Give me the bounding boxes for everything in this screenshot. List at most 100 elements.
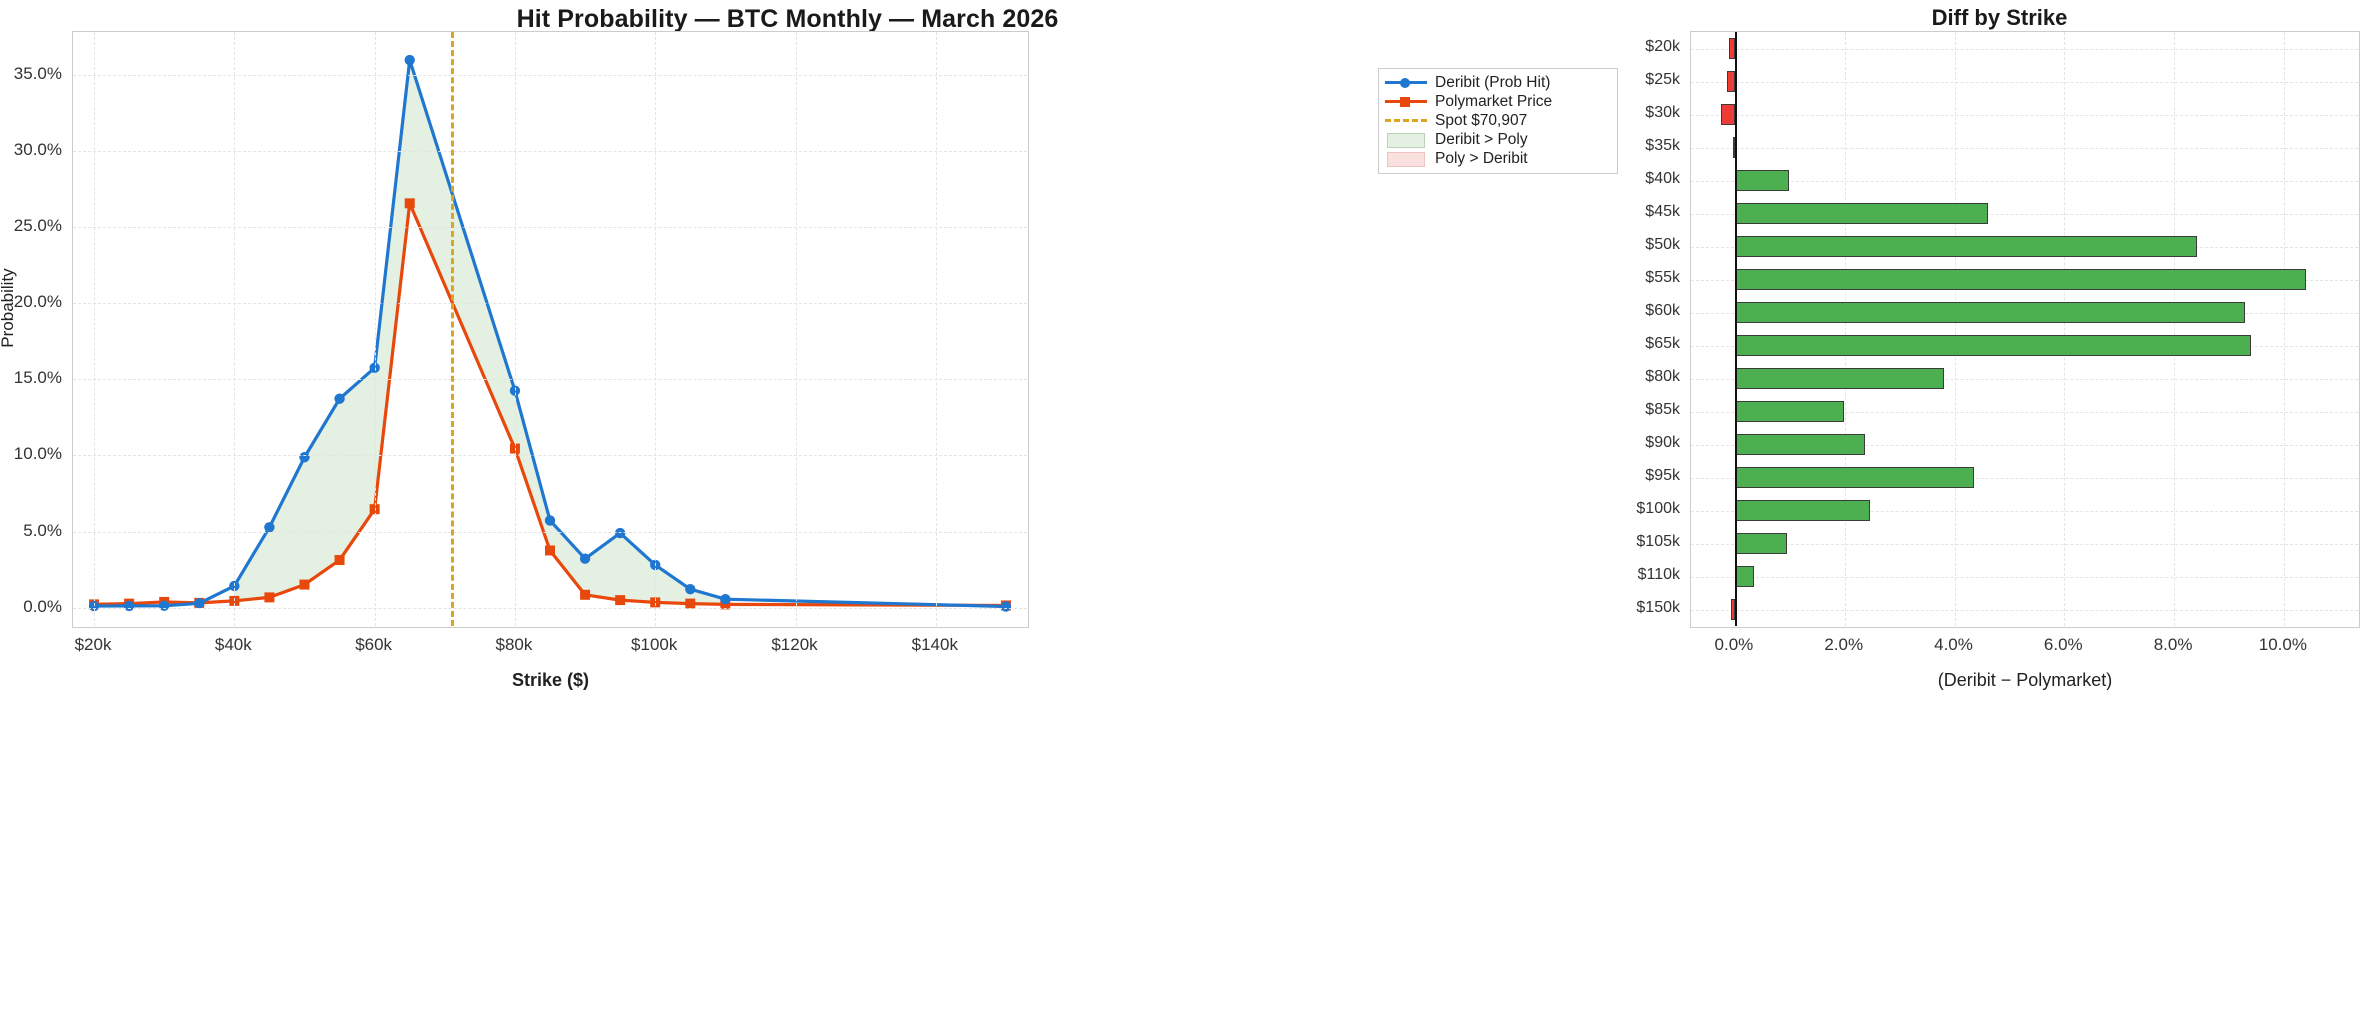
legend-item-3[interactable]: Deribit > Poly [1385,130,1611,149]
legend-item-1[interactable]: Polymarket Price [1385,92,1611,111]
gridline-horizontal [73,531,1027,533]
legend-label: Deribit (Prob Hit) [1435,74,1551,91]
legend-swatch [1385,114,1427,128]
strike-tick-label: $150k [1636,598,1680,616]
diff-bar[interactable] [1734,302,2245,323]
gridline-horizontal [1691,378,2358,380]
data-point-marker [264,592,275,603]
right-plot-area [1690,31,2360,628]
gridline-horizontal [73,455,1027,457]
gridline-vertical [1844,32,1846,626]
left-y-tick: 35.0% [13,63,62,83]
legend-label: Poly > Deribit [1435,150,1528,167]
gridline-vertical [374,32,376,626]
gridline-horizontal [1691,114,2358,116]
diff-bar[interactable] [1734,368,1944,389]
left-chart-title: Hit Probability — BTC Monthly — March 20… [516,5,1059,33]
zero-reference-line [1734,32,1737,626]
gridline-vertical [795,32,797,626]
strike-tick-label: $85k [1645,400,1680,418]
strike-tick-label: $60k [1645,301,1680,319]
right-x-tick: 0.0% [1714,635,1754,654]
data-point-marker [299,452,310,463]
strike-tick-label: $95k [1645,466,1680,484]
strike-tick-label: $90k [1645,433,1680,451]
fill-deribit-above [234,60,726,605]
strike-tick-label: $50k [1645,235,1680,253]
diff-bar[interactable] [1731,599,1735,620]
legend-swatch [1385,76,1427,90]
strike-tick-label: $45k [1645,202,1680,220]
legend-item-2[interactable]: Spot $70,907 [1385,111,1611,130]
legend-swatch [1385,132,1427,148]
data-point-marker [685,583,696,595]
diff-bar[interactable] [1734,500,1870,521]
legend-label: Deribit > Poly [1435,131,1528,148]
right-x-axis-title: (Deribit − Polymarket) [1937,670,2113,690]
diff-bar[interactable] [1733,137,1736,158]
right-x-tick: 2.0% [1824,635,1864,654]
left-y-tick: 0.0% [23,596,62,616]
legend-item-4[interactable]: Poly > Deribit [1385,149,1611,168]
gridline-vertical [655,32,657,626]
spot-price-line [451,32,455,626]
gridline-vertical [935,32,937,626]
gridline-horizontal [1691,180,2358,182]
gridline-horizontal [1691,444,2358,446]
diff-bar[interactable] [1734,269,2307,290]
legend-item-0[interactable]: Deribit (Prob Hit) [1385,73,1611,92]
strike-tick-label: $105k [1636,532,1680,550]
strike-tick-label: $25k [1645,70,1680,88]
left-y-axis-title: Probability [0,268,17,348]
diff-bar[interactable] [1734,434,1865,455]
left-y-tick: 20.0% [13,292,62,312]
data-point-marker [158,600,170,611]
data-point-marker [685,598,696,609]
diff-bar[interactable] [1734,203,1988,224]
gridline-horizontal [73,226,1027,228]
diff-bar[interactable] [1734,566,1754,587]
left-y-tick: 5.0% [23,520,62,540]
legend-patch [1387,151,1425,167]
diff-bar[interactable] [1734,170,1789,191]
right-x-tick: 10.0% [2258,635,2307,654]
series-line-deribit [94,58,1007,609]
gridline-vertical [1954,32,1956,626]
diff-bar[interactable] [1728,38,1735,59]
legend-patch [1387,132,1425,148]
legend-marker [1400,96,1410,107]
gridline-vertical [94,32,96,626]
data-point-marker [545,545,555,556]
data-point-marker [1000,601,1012,612]
gridline-horizontal [73,607,1027,609]
legend-label: Polymarket Price [1435,93,1553,110]
data-point-marker [544,515,556,526]
gridline-horizontal [1691,477,2358,479]
gridline-horizontal [1691,576,2358,578]
strike-tick-label: $35k [1645,136,1680,154]
strike-tick-label: $30k [1645,103,1680,121]
diff-bar[interactable] [1734,533,1788,554]
gridline-horizontal [1691,411,2358,413]
diff-bar[interactable] [1734,467,1975,488]
data-point-marker [194,598,205,609]
gridline-horizontal [1691,510,2358,512]
diff-bar[interactable] [1734,335,2252,356]
legend-label: Spot $70,907 [1435,112,1528,129]
strike-tick-label: $55k [1645,268,1680,286]
diff-bar[interactable] [1721,104,1735,125]
data-point-marker [404,54,415,66]
gridline-vertical [2064,32,2066,626]
legend-swatch [1385,151,1427,167]
gridline-horizontal [1691,213,2358,215]
strike-tick-label: $80k [1645,367,1680,385]
gridline-horizontal [1691,147,2358,149]
legend-swatch [1385,95,1427,109]
left-y-tick: 15.0% [13,368,62,388]
gridline-horizontal [1691,609,2358,611]
diff-bar[interactable] [1734,401,1844,422]
diff-bar[interactable] [1734,236,2197,257]
diff-bar[interactable] [1726,71,1735,92]
gridline-horizontal [73,150,1027,152]
